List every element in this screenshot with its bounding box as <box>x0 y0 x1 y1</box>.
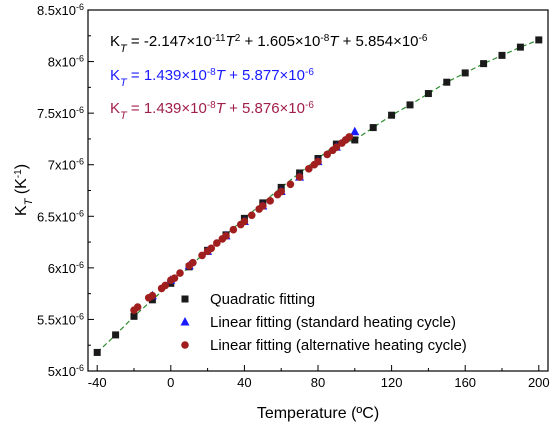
data-point-circle <box>207 244 216 253</box>
y-tick-label: 7x10-6 <box>48 157 84 173</box>
data-point-circle <box>161 281 170 290</box>
data-point-square <box>93 348 101 356</box>
y-tick-label: 5.5x10-6 <box>37 311 84 327</box>
legend-label: Linear fitting (standard heating cycle) <box>210 314 456 331</box>
data-point-circle <box>266 197 274 205</box>
data-point-circle <box>176 269 184 277</box>
data-point-circle <box>295 173 304 181</box>
y-tick-label: 8.5x10-6 <box>37 2 84 18</box>
data-point-circle <box>314 157 322 166</box>
data-point-square <box>516 43 524 51</box>
fit-equations: KT = -2.147×10-11T2 + 1.605×10-8T + 5.85… <box>110 33 428 123</box>
data-point-square <box>461 69 469 77</box>
x-axis-ticks: -40 0 40 80 120 160 200 <box>88 365 550 390</box>
data-point-circle <box>198 251 206 260</box>
data-point-circle <box>305 165 313 173</box>
data-point-circle <box>240 217 249 226</box>
x-tick-label: 0 <box>167 375 174 390</box>
data-point-square <box>480 60 488 68</box>
data-point-circle <box>222 232 230 240</box>
y-tick-label: 5x10-6 <box>48 363 84 379</box>
data-point-square <box>535 36 543 44</box>
legend-marker-triangle <box>180 317 190 326</box>
data-point-circle <box>170 274 179 282</box>
data-point-square <box>130 312 138 320</box>
data-point-circle <box>345 133 354 141</box>
x-tick-label: 160 <box>454 375 476 390</box>
y-axis-ticks: 5x10-6 5.5x10-6 6x10-6 6.5x10-6 7x10-6 7.5x10… <box>37 2 94 379</box>
x-tick-label: 80 <box>311 375 325 390</box>
y-tick-label: 6x10-6 <box>48 260 84 276</box>
data-point-square <box>424 90 432 98</box>
legend: Quadratic fitting Linear fitting (standar… <box>180 291 467 354</box>
x-tick-label: 200 <box>528 375 550 390</box>
data-point-circle <box>286 180 295 189</box>
data-point-circle <box>189 258 197 267</box>
legend-label: Linear fitting (alternative heating cycl… <box>210 337 467 354</box>
data-point-square <box>498 51 506 59</box>
fit-equation: KT = -2.147×10-11T2 + 1.605×10-8T + 5.85… <box>110 33 428 56</box>
data-point-circle <box>259 202 267 210</box>
data-point-square <box>406 101 414 109</box>
legend-label: Quadratic fitting <box>210 291 315 308</box>
y-tick-label: 7.5x10-6 <box>37 105 84 121</box>
data-point-square <box>148 296 156 304</box>
y-tick-label: 8x10-6 <box>48 54 84 70</box>
data-point-circle <box>277 187 286 196</box>
data-point-circle <box>247 211 256 220</box>
data-point-square <box>369 124 377 132</box>
data-point-circle <box>148 291 157 300</box>
data-points-layer <box>93 36 543 356</box>
data-point-circle <box>229 225 238 234</box>
y-axis-title: KT (K-1) <box>13 164 36 216</box>
data-point-triangle <box>350 126 360 136</box>
x-tick-label: 120 <box>381 375 403 390</box>
x-axis-title: Temperature (ºC) <box>257 405 379 422</box>
data-point-square <box>443 78 451 86</box>
data-point-circle <box>332 143 341 151</box>
y-tick-label: 6.5x10-6 <box>37 208 84 224</box>
data-point-circle <box>323 150 332 159</box>
data-point-square <box>351 136 359 144</box>
data-point-square <box>112 331 120 339</box>
data-point-circle <box>213 239 221 247</box>
legend-marker-circle <box>181 341 189 349</box>
data-point-square <box>388 111 396 119</box>
fit-equation: KT = 1.439×10-8T + 5.877×10-6 <box>110 67 314 90</box>
legend-marker-square <box>181 295 189 303</box>
fit-equation: KT = 1.439×10-8T + 5.876×10-6 <box>110 100 314 123</box>
data-point-circle <box>133 303 142 311</box>
x-tick-label: -40 <box>88 375 107 390</box>
x-tick-label: 40 <box>237 375 251 390</box>
